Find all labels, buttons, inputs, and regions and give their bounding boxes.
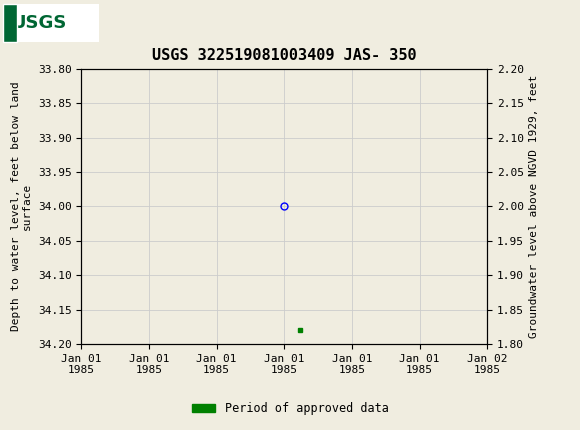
Text: USGS: USGS (12, 14, 67, 31)
Y-axis label: Groundwater level above NGVD 1929, feet: Groundwater level above NGVD 1929, feet (530, 75, 539, 338)
Y-axis label: Depth to water level, feet below land
surface: Depth to water level, feet below land su… (10, 82, 32, 331)
Legend: Period of approved data: Period of approved data (187, 397, 393, 420)
FancyBboxPatch shape (6, 3, 99, 42)
Bar (3, 3, 17, 42)
Title: USGS 322519081003409 JAS- 350: USGS 322519081003409 JAS- 350 (152, 49, 416, 64)
